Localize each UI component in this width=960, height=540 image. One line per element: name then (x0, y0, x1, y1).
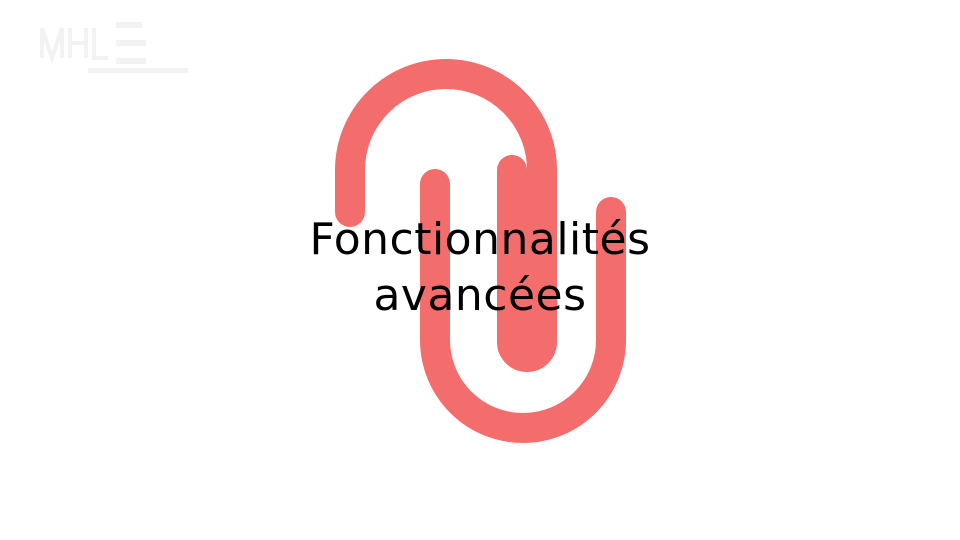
slide-title: Fonctionnalités avancées (230, 212, 730, 324)
slide-title-line2: avancées (373, 270, 587, 321)
slide-title-line1: Fonctionnalités (309, 214, 651, 265)
logo-watermark (40, 22, 188, 73)
